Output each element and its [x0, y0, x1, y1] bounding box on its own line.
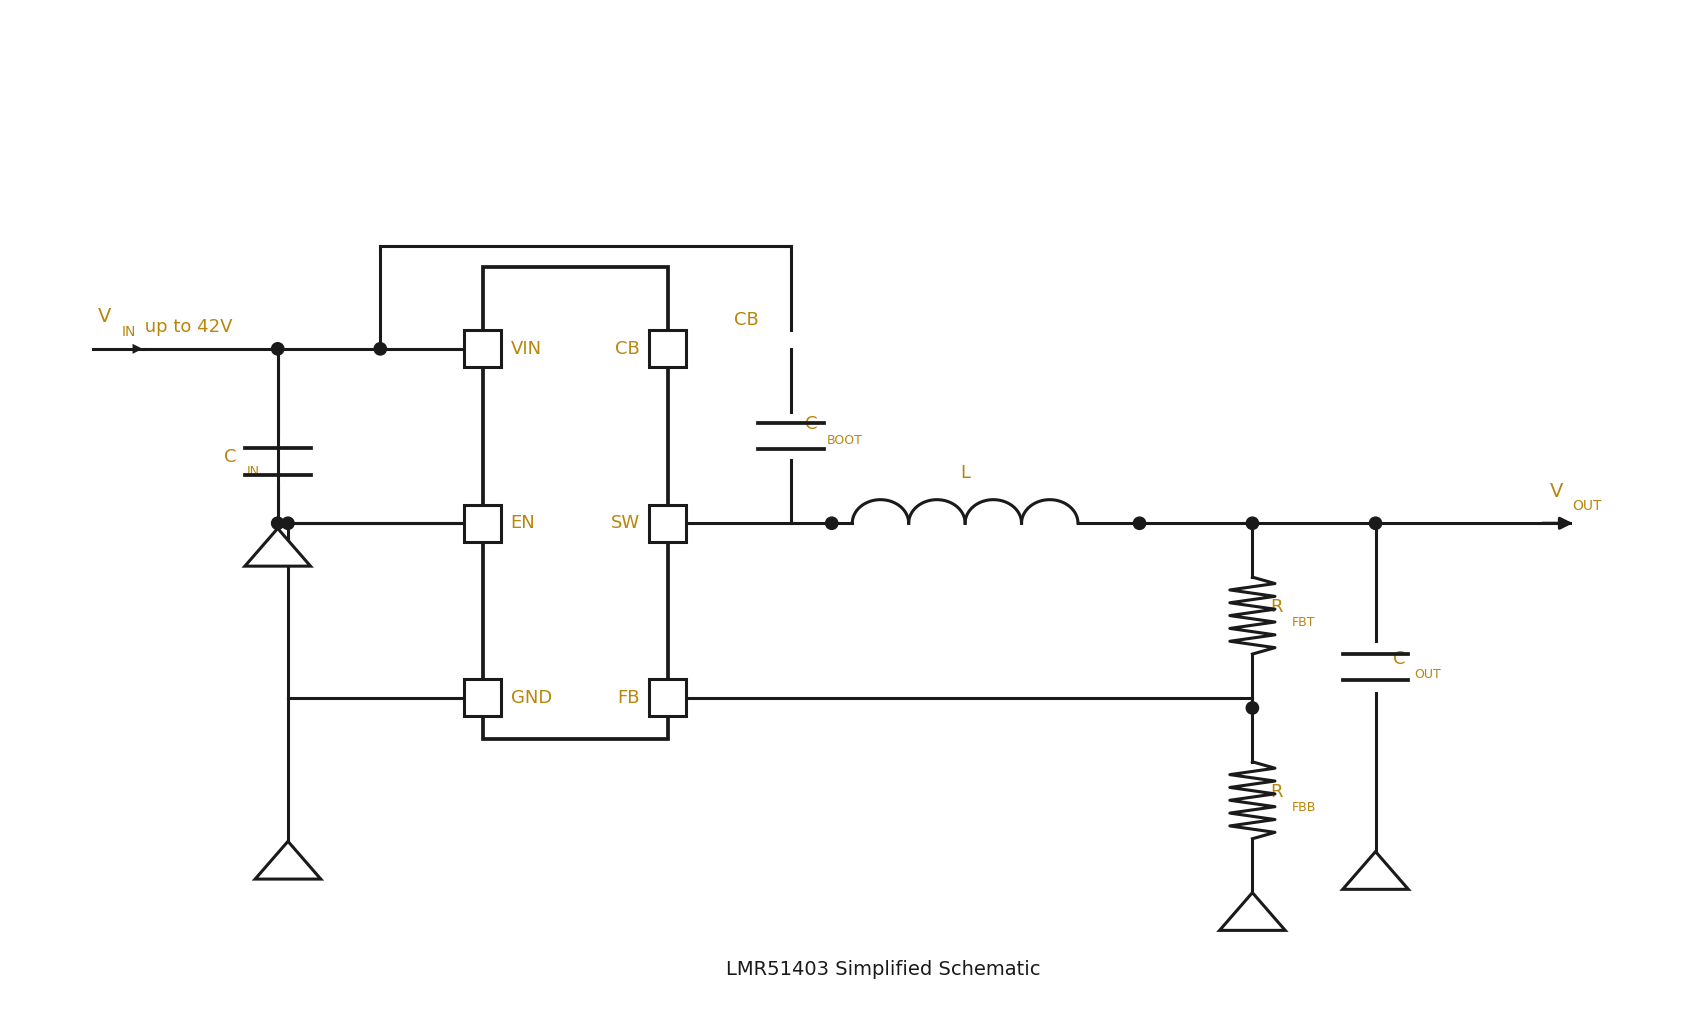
Text: L: L: [960, 464, 970, 482]
Polygon shape: [1219, 893, 1285, 931]
Circle shape: [271, 517, 285, 529]
Bar: [648, 505, 685, 542]
Text: FBB: FBB: [1292, 801, 1315, 814]
Bar: [465, 330, 502, 367]
Text: VIN: VIN: [510, 340, 542, 358]
Text: CB: CB: [615, 340, 640, 358]
Text: C: C: [1393, 649, 1406, 668]
Text: EN: EN: [510, 514, 536, 532]
Text: OUT: OUT: [1415, 668, 1442, 680]
Circle shape: [1246, 702, 1258, 714]
Circle shape: [281, 517, 295, 529]
Text: R: R: [1270, 783, 1282, 801]
Text: LMR51403 Simplified Schematic: LMR51403 Simplified Schematic: [726, 960, 1041, 979]
Circle shape: [825, 517, 839, 529]
Text: IN: IN: [121, 324, 136, 339]
Polygon shape: [1342, 852, 1408, 890]
Text: C: C: [224, 447, 237, 466]
Text: FBT: FBT: [1292, 617, 1315, 629]
Circle shape: [374, 343, 386, 355]
Text: IN: IN: [248, 466, 259, 478]
Text: CB: CB: [734, 311, 759, 329]
Bar: [483, 267, 667, 739]
Bar: [648, 330, 685, 367]
Text: V: V: [98, 307, 111, 326]
Text: GND: GND: [510, 688, 552, 707]
Bar: [465, 679, 502, 716]
Text: OUT: OUT: [1573, 499, 1601, 513]
Text: C: C: [805, 415, 817, 433]
Polygon shape: [256, 841, 320, 879]
Circle shape: [271, 343, 285, 355]
Circle shape: [1133, 517, 1145, 529]
Text: FB: FB: [618, 688, 640, 707]
Circle shape: [1246, 517, 1258, 529]
Bar: [648, 679, 685, 716]
Text: up to 42V: up to 42V: [140, 317, 232, 336]
Text: BOOT: BOOT: [827, 434, 862, 446]
Text: R: R: [1270, 598, 1282, 617]
Text: V: V: [1549, 481, 1563, 501]
Text: SW: SW: [611, 514, 640, 532]
Polygon shape: [244, 528, 310, 566]
Bar: [465, 505, 502, 542]
Circle shape: [1369, 517, 1381, 529]
